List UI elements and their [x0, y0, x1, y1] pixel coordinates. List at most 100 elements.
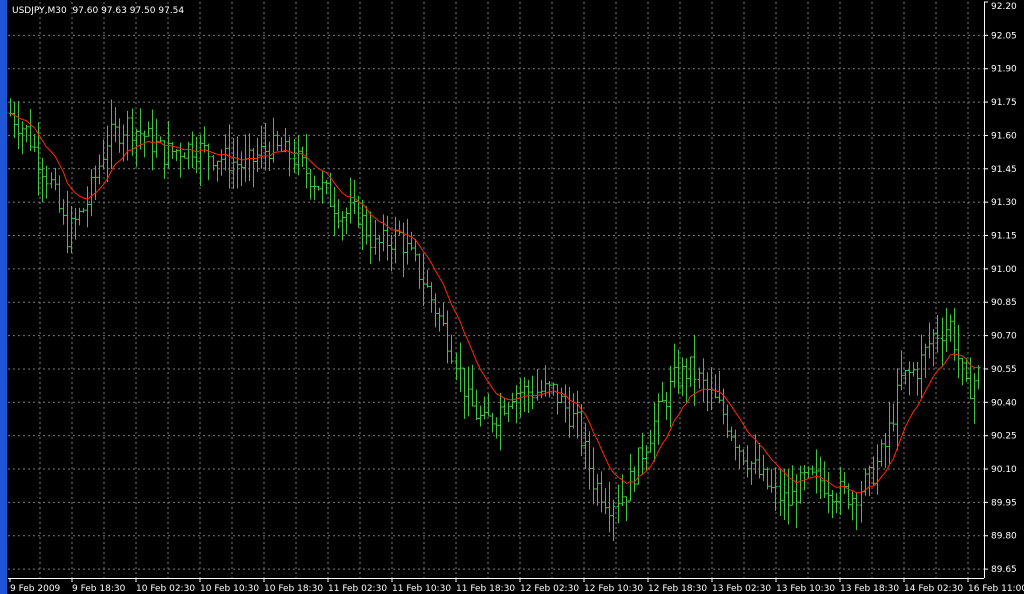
bar-122: [502, 397, 507, 416]
bar-6: [32, 133, 37, 152]
bar-59: [247, 133, 252, 182]
high-price: 97.63: [101, 6, 127, 16]
bar-22: [97, 154, 102, 185]
bar-193: [790, 465, 795, 506]
bar-120: [494, 417, 499, 439]
y-tick-label-10: 90.70: [991, 332, 1017, 342]
bar-233: [952, 308, 957, 361]
bar-115: [474, 389, 479, 421]
bar-164: [672, 343, 677, 388]
open-price: 97.60: [72, 6, 99, 16]
bar-170: [697, 367, 702, 389]
bar-30: [130, 108, 135, 156]
bar-114: [470, 364, 475, 407]
bar-147: [603, 488, 608, 515]
bar-20: [89, 168, 94, 217]
bar-99: [409, 231, 414, 251]
bar-111: [458, 342, 463, 393]
bar-177: [725, 404, 730, 438]
bar-133: [547, 380, 552, 398]
bar-49: [206, 143, 211, 181]
bar-198: [810, 465, 815, 476]
bar-158: [648, 430, 653, 453]
bar-15: [69, 206, 74, 254]
bar-3: [20, 121, 25, 155]
bar-4: [24, 124, 29, 143]
bar-140: [575, 390, 580, 439]
bar-131: [539, 380, 544, 399]
bar-221: [903, 369, 908, 385]
bar-195: [798, 465, 803, 504]
bar-159: [652, 402, 657, 462]
y-tick-label-9: 90.85: [991, 298, 1017, 308]
x-tick-label-13: 13 Feb 18:30: [840, 584, 899, 594]
y-tick-label-11: 90.55: [991, 365, 1017, 375]
bar-56: [235, 136, 240, 189]
bar-138: [567, 386, 572, 438]
bar-98: [405, 218, 410, 265]
y-tick-label-16: 89.80: [991, 532, 1017, 542]
y-tick-label-2: 91.90: [991, 65, 1017, 75]
bar-176: [721, 388, 726, 425]
bar-110: [454, 352, 459, 381]
bar-85: [352, 179, 357, 214]
bar-80: [332, 186, 337, 237]
bar-82: [340, 211, 345, 241]
bar-231: [944, 307, 949, 352]
bar-50: [211, 154, 216, 171]
bar-53: [223, 134, 228, 171]
bar-39: [166, 120, 171, 169]
bar-31: [134, 129, 139, 167]
y-tick-label-4: 91.60: [991, 131, 1017, 141]
bar-106: [437, 307, 442, 332]
bar-175: [717, 370, 722, 404]
bar-162: [664, 391, 669, 421]
bar-65: [271, 117, 276, 163]
bar-62: [259, 125, 264, 169]
x-tick-label-5: 11 Feb 02:30: [328, 584, 387, 594]
close-price: 97.54: [158, 6, 185, 16]
x-tick-label-4: 10 Feb 18:30: [264, 584, 323, 594]
bar-141: [579, 404, 584, 456]
bar-224: [915, 361, 920, 396]
bar-112: [462, 367, 467, 419]
bar-41: [174, 148, 179, 161]
bar-216: [883, 432, 888, 468]
bar-16: [73, 207, 78, 240]
bar-9: [44, 165, 49, 199]
bar-58: [243, 134, 248, 182]
y-tick-label-6: 91.30: [991, 198, 1017, 208]
y-tick-label-14: 90.10: [991, 465, 1017, 475]
window-left-border: [0, 0, 7, 594]
bar-11: [53, 167, 58, 191]
bar-148: [607, 481, 612, 533]
bar-188: [769, 468, 774, 493]
bar-21: [93, 165, 98, 200]
bar-92: [381, 214, 386, 252]
bar-206: [842, 472, 847, 495]
x-tick-label-3: 10 Feb 10:30: [200, 584, 259, 594]
bar-227: [927, 322, 932, 359]
bar-132: [543, 365, 548, 397]
bar-213: [871, 456, 876, 487]
bar-155: [636, 447, 641, 485]
bar-88: [364, 206, 369, 245]
bar-184: [753, 434, 758, 474]
bar-34: [146, 121, 151, 137]
bar-180: [737, 444, 742, 470]
bar-181: [741, 449, 746, 466]
bar-103: [425, 269, 430, 288]
bar-237: [968, 357, 973, 400]
bar-29: [125, 110, 130, 161]
bar-102: [421, 253, 426, 306]
bar-191: [782, 468, 787, 520]
bar-239: [976, 365, 981, 390]
bar-217: [887, 401, 892, 466]
bar-26: [113, 107, 118, 142]
bar-165: [676, 349, 681, 394]
bar-235: [960, 357, 965, 386]
bar-161: [660, 381, 665, 402]
bar-69: [287, 136, 292, 177]
